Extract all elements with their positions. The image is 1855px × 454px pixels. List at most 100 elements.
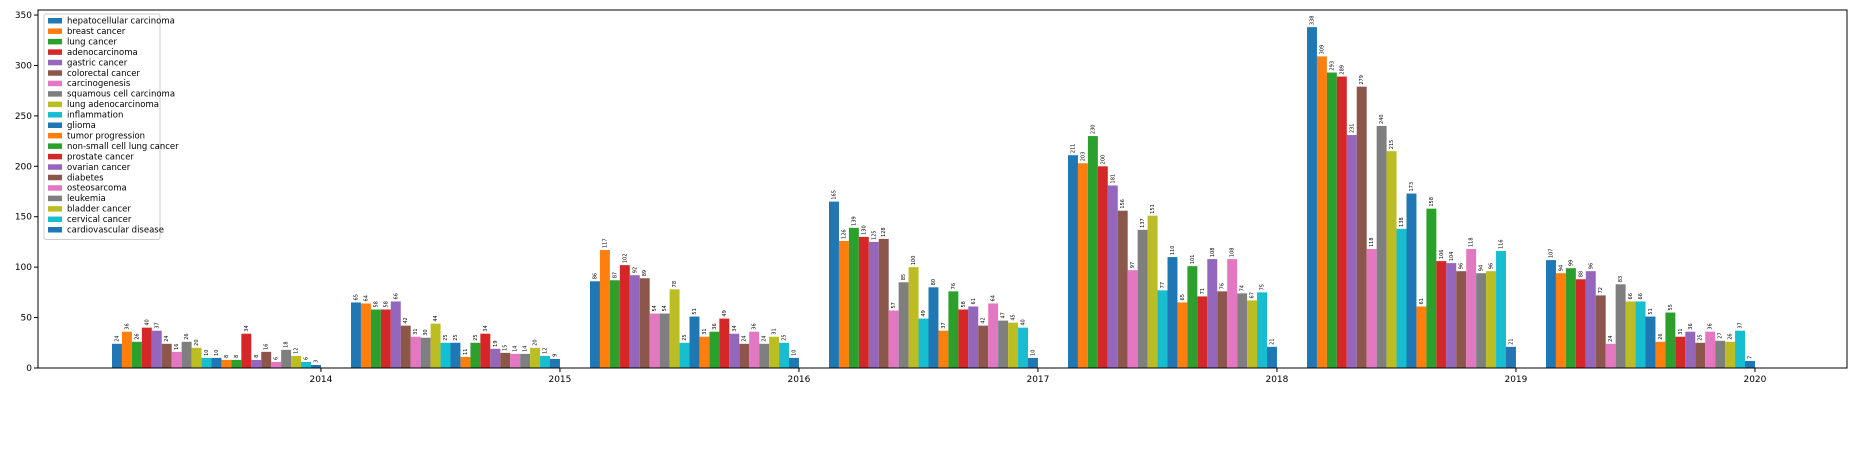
bar-value-label: 293: [1329, 61, 1335, 71]
bar-value-label: 104: [1449, 252, 1455, 262]
bar-value-label: 31: [413, 328, 419, 334]
bar-value-label: 25: [682, 334, 688, 340]
bar-value-label: 31: [1678, 328, 1684, 334]
bar-value-label: 25: [453, 334, 459, 340]
bar: [351, 302, 361, 368]
bar: [1585, 271, 1596, 368]
bar: [231, 359, 242, 368]
legend-swatch: [48, 164, 62, 170]
legend-label: colorectal cancer: [67, 69, 140, 79]
bar-value-label: 117: [602, 238, 608, 248]
bar: [400, 325, 411, 368]
bar: [1336, 76, 1347, 368]
bar: [1406, 193, 1417, 368]
bar: [112, 343, 122, 368]
legend-label: hepatocellular carcinoma: [67, 17, 175, 27]
bar: [1625, 301, 1636, 368]
legend-swatch: [48, 185, 62, 191]
bar: [898, 282, 909, 368]
bar-value-label: 107: [1548, 249, 1554, 259]
bar-value-label: 130: [861, 225, 867, 235]
bar-value-label: 57: [891, 302, 897, 308]
bar-value-label: 338: [1309, 16, 1315, 26]
bar-value-label: 14: [523, 346, 529, 352]
bar: [1436, 261, 1447, 368]
axes-frame: [37, 9, 1848, 369]
legend-swatch: [48, 101, 62, 108]
y-tick-label: 100: [15, 263, 32, 273]
bar-value-label: 10: [791, 350, 797, 356]
bar-value-label: 45: [1011, 314, 1017, 320]
bar-value-label: 76: [951, 283, 957, 289]
bar: [1416, 306, 1427, 368]
legend-label: breast cancer: [67, 27, 126, 37]
bar-value-label: 26: [184, 333, 190, 339]
x-tick-label: 2018: [1265, 375, 1288, 385]
legend-swatch: [48, 132, 62, 139]
bar-value-label: 8: [254, 355, 260, 358]
bar-value-label: 16: [264, 343, 270, 349]
x-tick-label: 2017: [1026, 375, 1049, 385]
legend-label: tumor progression: [67, 131, 145, 141]
bar: [380, 309, 391, 368]
x-tick-label: 2014: [309, 375, 332, 385]
bar: [649, 313, 660, 368]
bar-value-label: 61: [971, 298, 977, 304]
bar: [1595, 295, 1606, 368]
bar-value-label: 21: [1508, 338, 1514, 344]
bar-value-label: 47: [1001, 312, 1007, 318]
bar: [759, 343, 770, 368]
bar: [609, 280, 620, 368]
bar-value-label: 27: [1718, 332, 1724, 338]
legend-swatch: [48, 153, 62, 160]
bar: [1466, 249, 1477, 368]
bar-value-label: 49: [921, 310, 927, 316]
bar-value-label: 61: [1419, 298, 1425, 304]
bar-value-label: 36: [1688, 323, 1694, 329]
bar: [1685, 331, 1696, 368]
bar: [450, 342, 461, 368]
bar-value-label: 34: [244, 325, 250, 331]
bar-value-label: 96: [1588, 263, 1594, 269]
bar: [1267, 346, 1277, 368]
bar-value-label: 156: [1120, 199, 1126, 209]
bar-value-label: 12: [543, 348, 549, 354]
bar-value-label: 55: [1668, 304, 1674, 310]
bar: [928, 287, 939, 368]
bar-value-label: 24: [762, 335, 768, 341]
bar: [1117, 210, 1128, 368]
bar-value-label: 72: [1598, 287, 1604, 293]
bar-value-label: 94: [1479, 265, 1485, 271]
bar-value-label: 36: [752, 323, 758, 329]
bar: [829, 201, 839, 368]
bar: [261, 351, 272, 368]
bar: [1207, 259, 1218, 368]
bar: [291, 355, 302, 368]
bar: [271, 361, 282, 368]
legend-swatch: [48, 28, 62, 34]
bar-value-label: 240: [1379, 114, 1385, 124]
bar-value-label: 67: [1250, 292, 1256, 298]
bar-value-label: 10: [214, 350, 220, 356]
bar-value-label: 51: [692, 308, 698, 314]
bar-value-label: 87: [612, 272, 618, 278]
bar-value-label: 151: [1150, 204, 1156, 214]
bar: [131, 341, 142, 368]
bar-value-label: 54: [652, 305, 658, 311]
legend-swatch: [48, 174, 62, 181]
bar-value-label: 15: [503, 344, 509, 350]
legend-swatch: [48, 206, 62, 212]
bar: [1476, 273, 1487, 368]
bar: [719, 318, 730, 368]
x-tick-label: 2020: [1743, 375, 1766, 385]
bar: [599, 250, 610, 368]
bar: [1227, 259, 1238, 368]
bar-value-label: 92: [632, 267, 638, 273]
bar-value-label: 10: [1030, 350, 1036, 356]
bar-value-label: 37: [154, 322, 160, 328]
bar: [1097, 166, 1108, 368]
bar: [619, 265, 630, 368]
bar-value-label: 94: [1558, 265, 1564, 271]
bar: [171, 351, 182, 368]
